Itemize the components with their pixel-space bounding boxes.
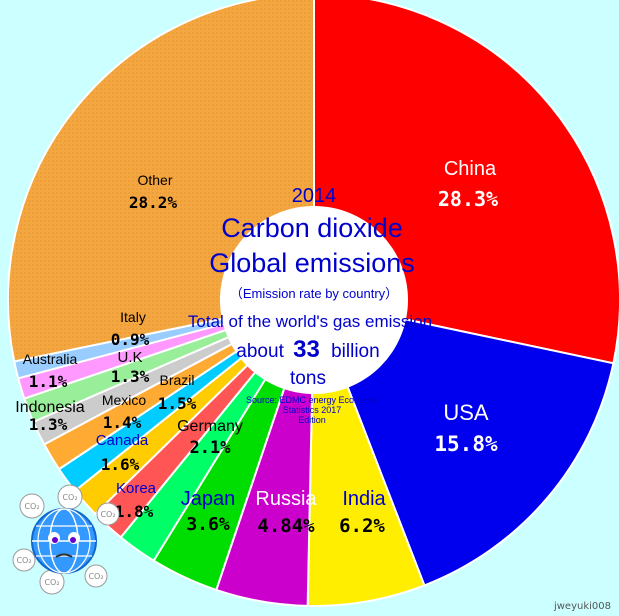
label-japan-name: Japan [181, 488, 236, 510]
label-india-name: India [342, 488, 386, 510]
earth-co2-icon: CO₂ CO₂ CO₂ CO₂ CO₂ CO₂ [12, 484, 120, 595]
svg-text:CO₂: CO₂ [88, 572, 103, 581]
svg-text:CO₂: CO₂ [100, 510, 115, 519]
label-russia-name: Russia [255, 488, 317, 510]
label-other-name: Other [137, 172, 172, 188]
label-italy-value: 0.9% [111, 330, 150, 349]
label-indonesia-name: Indonesia [15, 399, 84, 416]
label-usa-name: USA [443, 400, 489, 425]
donut-hole [220, 206, 408, 394]
svg-text:CO₂: CO₂ [24, 502, 39, 511]
svg-text:CO₂: CO₂ [16, 556, 31, 565]
label-india-value: 6.2% [339, 515, 385, 537]
label-korea-value: 1.8% [115, 502, 154, 521]
label-australia-value: 1.1% [29, 372, 68, 391]
total-number: 33 [293, 336, 320, 363]
label-germany-name: Germany [177, 418, 243, 435]
label-other-value: 28.2% [129, 193, 178, 212]
label-korea-name: Korea [116, 480, 157, 497]
label-canada-name: Canada [96, 432, 149, 449]
chart-subtitle: （Emission rate by country） [230, 286, 398, 301]
chart-title-line2: Global emissions [209, 248, 415, 278]
label-usa-value: 15.8% [434, 432, 498, 456]
total-line3: tons [290, 368, 326, 389]
label-mexico-value: 1.4% [103, 413, 142, 432]
total-billion: billion [331, 341, 380, 362]
label-china-name: China [444, 158, 497, 180]
svg-text:CO₂: CO₂ [44, 578, 59, 587]
total-line2: about 33 billion [236, 336, 379, 363]
label-china-value: 28.3% [438, 187, 498, 211]
total-line1: Total of the world's gas emission [188, 312, 432, 331]
source-line2: Statistics 2017 [283, 405, 342, 415]
total-about: about [236, 341, 284, 362]
source-line1: Source: EDMC energy Economic [246, 395, 379, 405]
chart-year: 2014 [292, 185, 337, 207]
label-japan-value: 3.6% [186, 514, 230, 535]
label-indonesia-value: 1.3% [29, 415, 68, 434]
label-russia-value: 4.84% [257, 515, 315, 537]
label-u-k-value: 1.3% [111, 367, 150, 386]
chart-title-line1: Carbon dioxide [221, 213, 403, 243]
label-u-k-name: U.K [117, 349, 142, 366]
label-brazil-name: Brazil [159, 372, 194, 388]
label-italy-name: Italy [120, 309, 146, 325]
source-line3: Edition [298, 415, 326, 425]
svg-text:CO₂: CO₂ [62, 493, 77, 502]
label-mexico-name: Mexico [102, 392, 147, 408]
slice-usa [312, 298, 615, 587]
label-australia-name: Australia [23, 351, 78, 367]
credit-text: jweyuki008 [553, 601, 611, 612]
label-germany-value: 2.1% [190, 438, 232, 458]
label-brazil-value: 1.5% [158, 394, 197, 413]
label-canada-value: 1.6% [101, 455, 140, 474]
